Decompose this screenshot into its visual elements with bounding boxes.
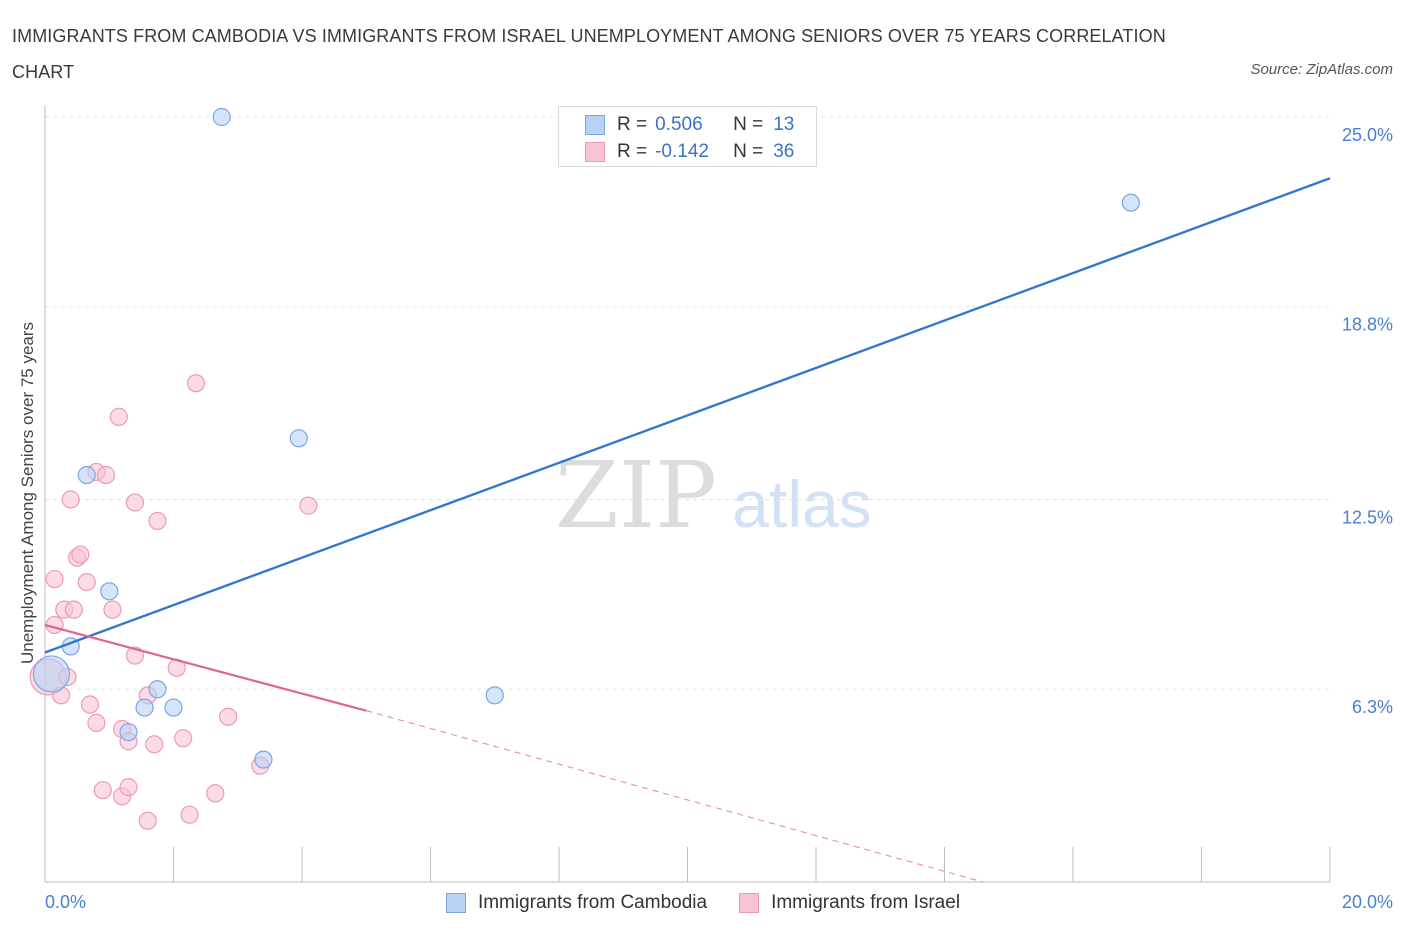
cambodia-legend-label: Immigrants from Cambodia xyxy=(477,892,708,913)
tick-labels: 6.3% 12.5% 18.8% 25.0% 0.0% 20.0% xyxy=(45,125,1393,912)
y-tick-label: 25.0% xyxy=(1342,125,1393,145)
legend-item-cambodia[interactable]: Immigrants from Cambodia xyxy=(445,892,708,914)
israel-point xyxy=(174,729,193,748)
y-tick-label: 6.3% xyxy=(1352,697,1393,717)
israel-point xyxy=(125,646,145,665)
n-label: N = xyxy=(733,114,764,135)
series-legend: Immigrants from Cambodia Immigrants from… xyxy=(0,890,1406,916)
n-label: N = xyxy=(733,141,764,162)
israel-point xyxy=(138,811,157,830)
cambodia-point xyxy=(77,465,96,485)
cambodia-point xyxy=(164,698,183,717)
israel-point xyxy=(180,805,199,824)
cambodia-point xyxy=(148,680,167,699)
cambodia-point xyxy=(32,655,71,693)
israel-point xyxy=(96,465,116,485)
israel-point xyxy=(87,713,106,732)
israel-point xyxy=(148,511,167,531)
israel-point xyxy=(125,493,145,512)
cambodia-point xyxy=(485,686,504,705)
watermark-zip: ZIP xyxy=(555,442,717,549)
israel-point xyxy=(103,600,122,619)
cambodia-legend-swatch xyxy=(445,893,466,913)
israel-trend-extension xyxy=(366,710,984,883)
r-label: R = xyxy=(617,141,648,162)
cambodia-n-value: 13 xyxy=(773,114,795,135)
data-points xyxy=(29,107,1140,830)
cambodia-swatch xyxy=(585,115,605,135)
israel-point xyxy=(206,784,225,803)
x-tick-label-max: 20.0% xyxy=(1342,892,1393,912)
cambodia-trend-line xyxy=(44,177,1331,654)
israel-legend-label: Immigrants from Israel xyxy=(771,892,961,913)
israel-point xyxy=(219,707,238,726)
israel-point xyxy=(64,600,84,619)
israel-r-value: -0.142 xyxy=(655,141,709,162)
x-tick-label-min: 0.0% xyxy=(45,892,86,912)
stats-legend: R = 0.506 N = 13 R = -0.142 N = 36 xyxy=(558,106,817,167)
israel-point xyxy=(45,569,64,589)
legend-item-israel[interactable]: Immigrants from Israel xyxy=(739,892,960,914)
israel-point xyxy=(299,496,318,515)
legend-row-israel: R = -0.142 N = 36 xyxy=(585,139,794,165)
israel-point xyxy=(119,778,138,797)
r-label: R = xyxy=(617,114,648,135)
israel-point xyxy=(71,545,90,564)
israel-point xyxy=(145,735,164,754)
y-tick-label: 12.5% xyxy=(1342,508,1393,528)
cambodia-point xyxy=(1121,193,1140,212)
israel-trend-line xyxy=(44,623,367,712)
y-tick-label: 18.8% xyxy=(1342,315,1393,335)
cambodia-point xyxy=(100,582,119,601)
israel-point xyxy=(186,374,206,393)
chart-title: IMMIGRANTS FROM CAMBODIA VS IMMIGRANTS F… xyxy=(12,26,1166,82)
israel-point xyxy=(80,695,100,714)
cambodia-point xyxy=(289,429,308,448)
legend-row-cambodia: R = 0.506 N = 13 xyxy=(585,112,794,138)
israel-n-value: 36 xyxy=(773,141,795,162)
cambodia-point xyxy=(119,722,138,742)
axes xyxy=(44,105,1331,883)
israel-point xyxy=(77,573,96,592)
cambodia-r-value: 0.506 xyxy=(655,114,703,135)
watermark: ZIP atlas xyxy=(555,442,872,549)
cambodia-point xyxy=(135,698,154,717)
israel-legend-swatch xyxy=(739,893,760,913)
cambodia-point xyxy=(212,107,231,127)
israel-swatch xyxy=(585,142,605,162)
israel-point xyxy=(93,781,112,800)
source-label: Source: ZipAtlas.com xyxy=(1250,61,1393,78)
israel-point xyxy=(61,490,80,509)
trend-lines xyxy=(44,177,1331,883)
israel-point xyxy=(109,407,128,426)
watermark-atlas: atlas xyxy=(732,467,871,541)
cambodia-point xyxy=(254,750,273,769)
